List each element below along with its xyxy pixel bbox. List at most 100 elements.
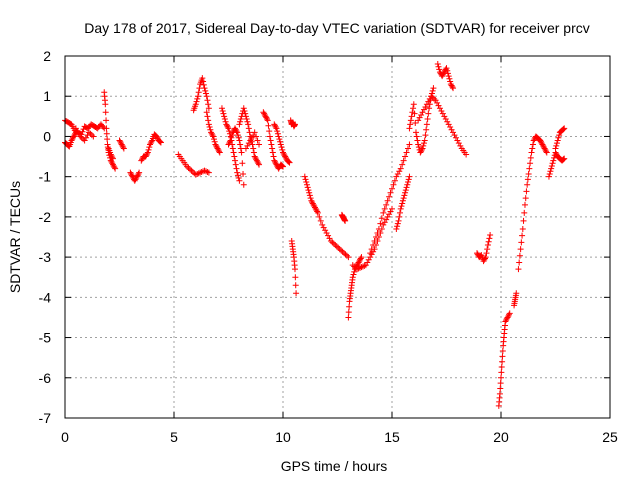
data-point — [249, 141, 256, 148]
data-point — [516, 259, 523, 266]
data-point — [357, 264, 364, 271]
data-point — [505, 313, 512, 320]
data-point — [323, 229, 330, 236]
data-point — [272, 122, 279, 129]
data-point — [264, 117, 271, 124]
data-point — [399, 200, 406, 207]
data-point — [422, 132, 429, 139]
data-point — [216, 148, 223, 155]
data-point — [83, 134, 90, 141]
data-point — [441, 69, 448, 76]
data-segment — [338, 211, 349, 224]
data-point — [282, 154, 289, 161]
data-point — [292, 274, 299, 281]
data-point — [415, 141, 422, 148]
data-point — [406, 125, 413, 132]
data-point — [422, 103, 429, 110]
data-segment — [72, 125, 97, 144]
data-point — [233, 165, 240, 172]
data-point — [322, 227, 329, 234]
data-point — [338, 247, 345, 254]
data-point — [117, 140, 124, 147]
data-point — [393, 173, 400, 180]
data-point — [434, 61, 441, 68]
data-segment — [367, 141, 413, 257]
data-point — [237, 141, 244, 148]
data-point — [429, 87, 436, 94]
data-point — [156, 138, 163, 145]
data-point — [525, 170, 532, 177]
data-point — [197, 169, 204, 176]
data-point — [213, 142, 220, 149]
data-point — [356, 258, 363, 265]
data-point — [194, 95, 201, 102]
data-point — [224, 122, 231, 129]
data-point — [256, 161, 263, 168]
data-point — [269, 145, 276, 152]
data-point — [308, 197, 315, 204]
data-point — [370, 242, 377, 249]
data-point — [271, 157, 278, 164]
data-point — [239, 160, 246, 167]
data-point — [280, 150, 287, 157]
data-point — [386, 211, 393, 218]
data-point — [265, 122, 272, 129]
data-point — [223, 121, 230, 128]
data-segment — [474, 231, 494, 265]
data-point — [244, 142, 251, 149]
data-point — [205, 117, 212, 124]
data-point — [235, 134, 242, 141]
data-point — [128, 172, 135, 179]
data-point — [419, 109, 426, 116]
data-point — [345, 309, 352, 316]
data-point — [377, 220, 384, 227]
data-point — [415, 144, 422, 151]
data-point — [263, 114, 270, 121]
data-point — [314, 208, 321, 215]
data-point — [75, 130, 82, 137]
data-point — [412, 129, 419, 136]
data-point — [108, 158, 115, 165]
data-point — [278, 144, 285, 151]
data-point — [147, 140, 154, 147]
data-point — [240, 181, 247, 188]
data-point — [250, 149, 257, 156]
data-point — [333, 243, 340, 250]
data-point — [486, 235, 493, 242]
data-point — [204, 113, 211, 120]
data-point — [498, 369, 505, 376]
data-point — [526, 165, 533, 172]
y-tick-label: -2 — [39, 209, 52, 225]
data-point — [421, 137, 428, 144]
data-point — [103, 117, 110, 124]
data-point — [438, 107, 445, 114]
data-point — [253, 133, 260, 140]
data-point — [229, 145, 236, 152]
data-point — [110, 162, 117, 169]
data-point — [503, 317, 510, 324]
data-point — [423, 126, 430, 133]
data-point — [444, 118, 451, 125]
x-tick-label: 20 — [493, 429, 509, 445]
data-point — [90, 133, 97, 140]
data-point — [520, 217, 527, 224]
data-points — [62, 61, 568, 409]
data-point — [102, 109, 109, 116]
data-point — [484, 246, 491, 253]
data-point — [272, 124, 279, 131]
data-point — [285, 158, 292, 165]
data-point — [186, 166, 193, 173]
data-point — [245, 140, 252, 147]
data-point — [201, 85, 208, 92]
data-point — [319, 221, 326, 228]
data-point — [447, 81, 454, 88]
data-point — [381, 219, 388, 226]
data-point — [251, 153, 258, 160]
data-point — [432, 97, 439, 104]
data-point — [266, 133, 273, 140]
data-point — [227, 137, 234, 144]
data-point — [226, 140, 233, 147]
data-segment — [345, 254, 365, 321]
data-point — [277, 138, 284, 145]
data-point — [280, 149, 286, 156]
